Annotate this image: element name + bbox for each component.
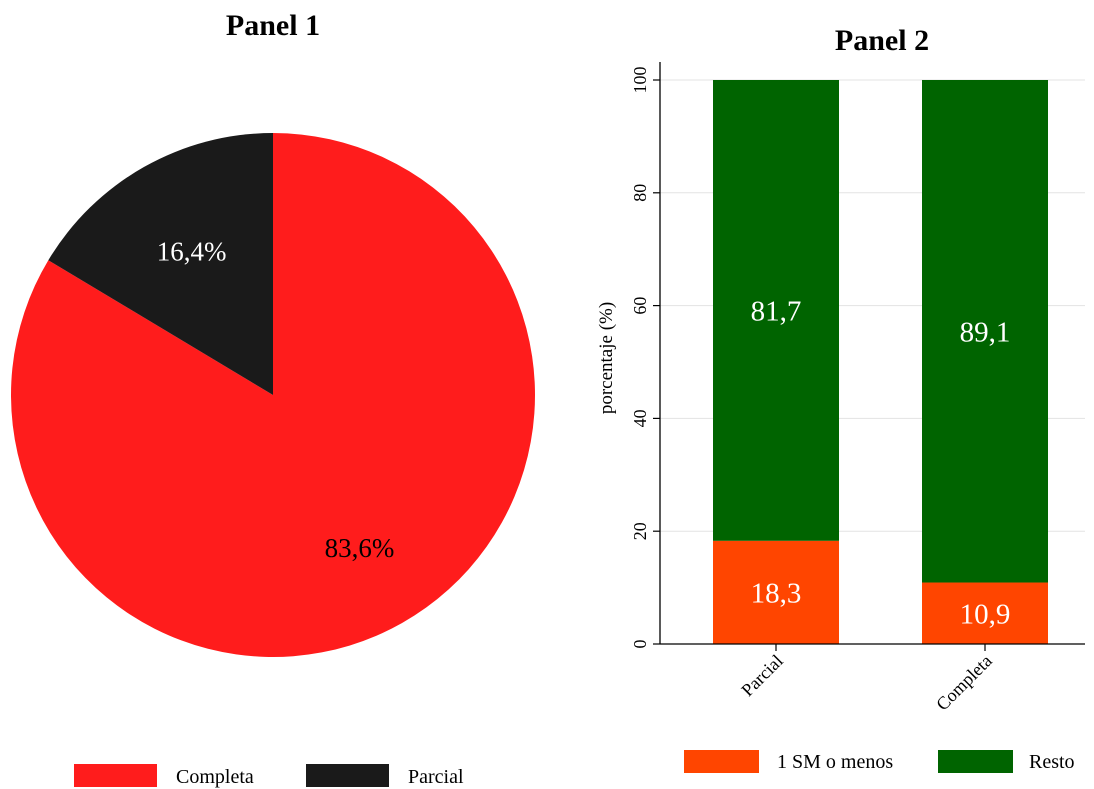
- pie-label-parcial: 16,4%: [157, 236, 227, 266]
- y-tick-label-40: 40: [630, 409, 650, 427]
- panel-2-title: Panel 2: [835, 24, 929, 57]
- legend-label-1-sm-o-menos: 1 SM o menos: [777, 751, 893, 773]
- x-tick-label-parcial: Parcial: [737, 651, 786, 700]
- legend-swatch-parcial: [306, 764, 389, 787]
- y-tick-label-80: 80: [630, 184, 650, 202]
- legend-swatch-resto: [938, 750, 1013, 773]
- legend-label-completa: Completa: [176, 766, 254, 788]
- pie-legend: Completa Parcial: [74, 764, 464, 788]
- bar-label-completa-1-sm-o-menos: 10,9: [960, 598, 1011, 630]
- legend-label-resto: Resto: [1029, 751, 1075, 773]
- pie-chart: [10, 133, 535, 657]
- bar-completa-1-sm-o-menos: [922, 582, 1048, 644]
- bar-value-labels: 18,3 81,7 10,9 89,1: [751, 295, 1011, 630]
- legend-swatch-completa: [74, 764, 157, 787]
- bar-legend: 1 SM o menos Resto: [684, 750, 1075, 773]
- x-tick-label-completa: Completa: [932, 651, 996, 715]
- panel-2: Panel 2 18,3 81,7 10,9 89,1 0 20 40 60 80 100 Par…: [596, 24, 1085, 773]
- bar-label-parcial-resto: 81,7: [751, 295, 802, 327]
- bar-parcial-resto: [713, 80, 839, 541]
- bar-label-parcial-1-sm-o-menos: 18,3: [751, 577, 802, 609]
- pie-slice-parcial: [48, 133, 273, 395]
- legend-swatch-1-sm-o-menos: [684, 750, 759, 773]
- bar-label-completa-resto: 89,1: [960, 316, 1011, 348]
- y-tick-label-100: 100: [630, 67, 650, 94]
- y-axis-title: porcentaje (%): [596, 302, 617, 414]
- panel-1: Panel 1 83,6% 16,4% Completa Parcial: [10, 9, 535, 788]
- y-tick-label-60: 60: [630, 297, 650, 315]
- pie-label-completa: 83,6%: [325, 533, 395, 563]
- pie-labels: 83,6% 16,4%: [157, 236, 395, 562]
- y-tick-label-20: 20: [630, 522, 650, 540]
- pie-slice-completa: [10, 133, 535, 657]
- panel-1-title: Panel 1: [226, 9, 320, 42]
- bar-completa-resto: [922, 80, 1048, 583]
- legend-label-parcial: Parcial: [408, 766, 464, 788]
- y-tick-label-0: 0: [630, 640, 650, 649]
- bar-parcial-1-sm-o-menos: [713, 540, 839, 644]
- stacked-bars: [713, 80, 1048, 644]
